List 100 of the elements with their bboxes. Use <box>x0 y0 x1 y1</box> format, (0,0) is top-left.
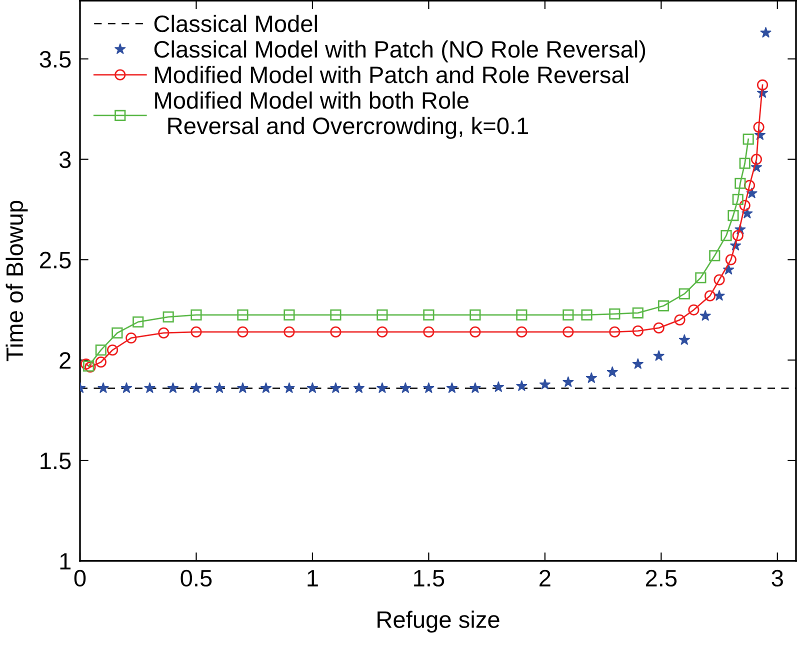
point <box>376 326 388 338</box>
point <box>700 310 712 321</box>
point <box>632 358 644 370</box>
point <box>492 381 504 392</box>
point <box>190 309 202 320</box>
point <box>606 366 618 378</box>
point <box>516 309 528 320</box>
point <box>750 154 762 165</box>
point <box>739 158 750 169</box>
point <box>470 326 481 338</box>
point <box>722 264 734 275</box>
point <box>658 300 670 312</box>
point <box>516 326 528 338</box>
legend-label: Modified Model with Patch and Role Reversal <box>155 66 628 84</box>
point <box>144 382 156 394</box>
point <box>562 326 574 338</box>
point <box>423 382 434 394</box>
y-tick-label: 2.5 <box>40 252 71 268</box>
point <box>330 326 342 338</box>
point <box>167 382 179 394</box>
point <box>190 382 202 394</box>
x-tick-label: 1 <box>308 570 318 586</box>
point <box>376 309 388 320</box>
point <box>725 254 736 266</box>
point <box>653 350 665 361</box>
point <box>237 326 248 338</box>
x-tick-label: 0 <box>74 570 86 587</box>
point <box>744 180 756 191</box>
point <box>469 382 481 394</box>
point <box>760 26 772 38</box>
x-axis-title: Refuge size <box>378 610 500 633</box>
point <box>330 309 342 320</box>
legend-label: Modified Model with both Role Reversal and Overcrowding, k=0.1 <box>155 91 528 139</box>
point <box>632 307 644 318</box>
point <box>306 382 318 394</box>
point <box>330 382 342 394</box>
point <box>709 250 720 262</box>
point <box>158 327 170 339</box>
point <box>732 230 744 242</box>
point <box>739 200 750 212</box>
point <box>120 382 132 394</box>
point <box>400 382 412 394</box>
point <box>753 122 764 133</box>
point <box>470 309 481 320</box>
point <box>742 134 754 145</box>
y-tick-label: 3 <box>59 151 71 168</box>
point <box>446 382 458 394</box>
point <box>728 210 739 222</box>
point <box>678 334 690 345</box>
x-tick-label: 3 <box>772 570 783 587</box>
point <box>423 309 434 320</box>
point <box>237 382 248 394</box>
y-tick-label: 3.5 <box>40 50 71 68</box>
point <box>756 79 768 91</box>
point <box>539 378 551 390</box>
x-tick-label: 2 <box>540 570 550 586</box>
y-tick-label: 1 <box>60 553 71 570</box>
point <box>237 309 248 320</box>
y-tick-label: 1.5 <box>40 452 71 470</box>
point <box>162 311 174 322</box>
point <box>80 358 92 370</box>
point <box>284 326 295 338</box>
point <box>284 382 295 394</box>
point <box>190 326 202 338</box>
point <box>720 230 732 242</box>
point <box>581 309 592 320</box>
point <box>562 309 574 320</box>
point <box>609 308 620 320</box>
point <box>653 322 664 334</box>
point <box>632 325 644 337</box>
point <box>586 372 598 384</box>
legend-label: Classical Model <box>154 14 317 32</box>
legend-label: Classical Model with Patch (NO Role Reversal) <box>154 40 646 62</box>
point <box>126 332 137 344</box>
x-tick-label: 1.5 <box>414 570 444 587</box>
point <box>98 382 109 394</box>
point <box>516 380 528 392</box>
point <box>732 194 744 205</box>
point <box>132 316 144 328</box>
point <box>674 314 686 326</box>
x-tick-label: 2.5 <box>646 570 677 587</box>
y-tick-label: 2 <box>60 352 70 369</box>
point <box>260 382 272 394</box>
point <box>734 178 746 189</box>
point <box>214 382 226 394</box>
point <box>353 382 365 394</box>
point <box>112 327 123 339</box>
point <box>714 274 725 286</box>
point <box>106 344 118 356</box>
point <box>688 304 700 316</box>
point <box>695 272 706 284</box>
point <box>95 356 106 368</box>
y-axis-title: Time of Blowup <box>6 200 28 362</box>
x-tick-label: 0.5 <box>180 570 212 587</box>
point <box>714 290 725 301</box>
point <box>678 288 690 300</box>
point <box>423 326 434 338</box>
point <box>376 382 388 394</box>
point <box>609 326 620 338</box>
point <box>95 344 106 356</box>
